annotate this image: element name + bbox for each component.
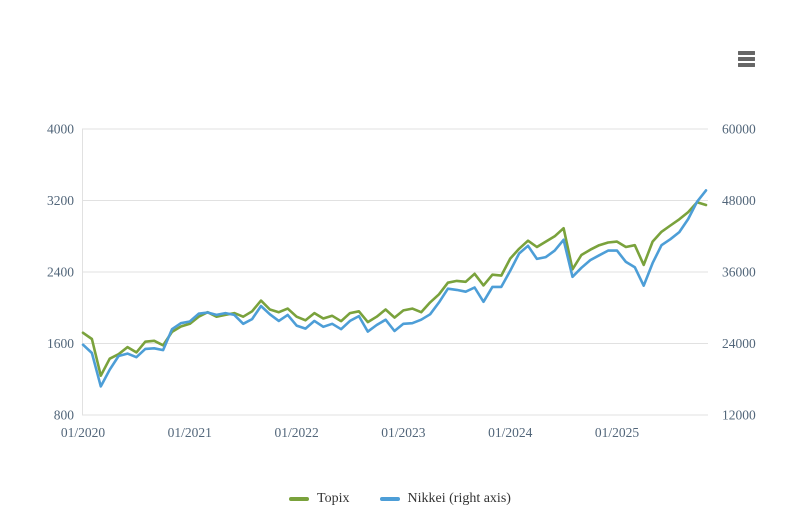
topix-line-swatch-icon: [289, 497, 310, 501]
hamburger-bar: [738, 63, 755, 67]
hamburger-menu-icon: [738, 51, 758, 67]
legend-item-topix[interactable]: Topix: [289, 491, 350, 507]
right-axis-tick-label: 36000: [722, 265, 756, 280]
series-line-topix: [81, 201, 708, 378]
hamburger-bar: [738, 51, 755, 55]
chart-legend: Topix Nikkei (right axis): [0, 491, 800, 507]
chart-context-menu-button[interactable]: [736, 47, 760, 71]
right-axis-tick-label: 60000: [722, 122, 756, 137]
right-axis-tick-label: 24000: [722, 336, 756, 351]
left-axis-tick-label: 2400: [47, 265, 74, 280]
x-axis-tick-label: 01/2024: [488, 425, 533, 440]
left-axis-tick-label: 800: [54, 408, 75, 423]
right-axis-tick-label: 48000: [722, 193, 756, 208]
left-axis-tick-label: 4000: [47, 122, 74, 137]
x-axis-tick-label: 01/2025: [595, 425, 640, 440]
x-axis-tick-label: 01/2021: [168, 425, 212, 440]
legend-label-topix: Topix: [317, 491, 350, 506]
x-axis-tick-label: 01/2020: [61, 425, 106, 440]
left-axis-tick-label: 1600: [47, 336, 74, 351]
right-axis-tick-label: 12000: [722, 408, 756, 423]
x-axis-tick-label: 01/2022: [274, 425, 318, 440]
hamburger-bar: [738, 57, 755, 61]
x-axis-tick-label: 01/2023: [381, 425, 426, 440]
left-axis-tick-label: 3200: [47, 193, 74, 208]
legend-item-nikkei[interactable]: Nikkei (right axis): [379, 491, 511, 507]
legend-label-nikkei: Nikkei (right axis): [407, 491, 511, 506]
nikkei-line-swatch-icon: [379, 497, 400, 501]
series-line-nikkei-right-axis: [81, 189, 708, 388]
